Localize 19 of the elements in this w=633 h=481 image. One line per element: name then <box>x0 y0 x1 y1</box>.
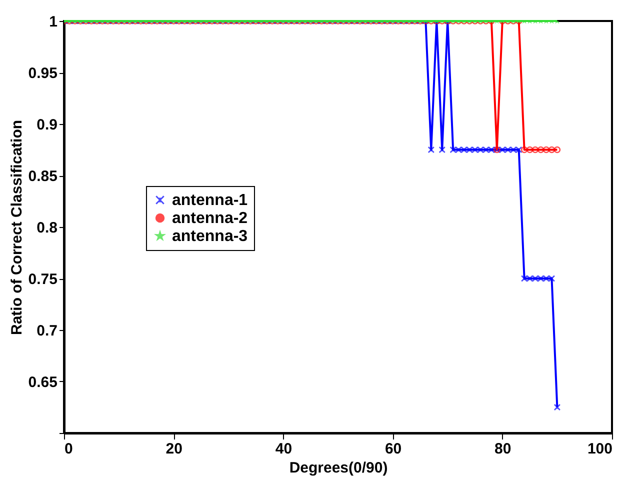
y-tick-label: 0.65 <box>28 374 58 391</box>
x-tick-label: 40 <box>275 440 292 458</box>
legend-label: antenna-1 <box>172 192 248 209</box>
y-tick-label: 0.75 <box>28 271 58 288</box>
x-tick-label: 0 <box>64 440 73 458</box>
y-tick-label: 1 <box>49 14 58 30</box>
y-axis-title: Ratio of Correct Classification <box>8 120 26 336</box>
legend-label: antenna-2 <box>172 210 248 227</box>
x-tick-label: 100 <box>587 440 612 458</box>
x-tick-label: 20 <box>166 440 182 458</box>
y-tick-label: 0.95 <box>28 65 58 82</box>
y-tick-label: 0.7 <box>36 322 58 340</box>
y-tick-label: 0.9 <box>36 116 58 134</box>
y-tick-label: 0.8 <box>36 220 58 236</box>
legend-label: antenna-3 <box>172 228 248 245</box>
x-tick-label: 80 <box>494 440 512 458</box>
y-tick-label: 0.85 <box>28 168 58 185</box>
x-axis-title: Degrees(0/90) <box>289 460 388 476</box>
x-tick-label: 60 <box>384 440 402 458</box>
